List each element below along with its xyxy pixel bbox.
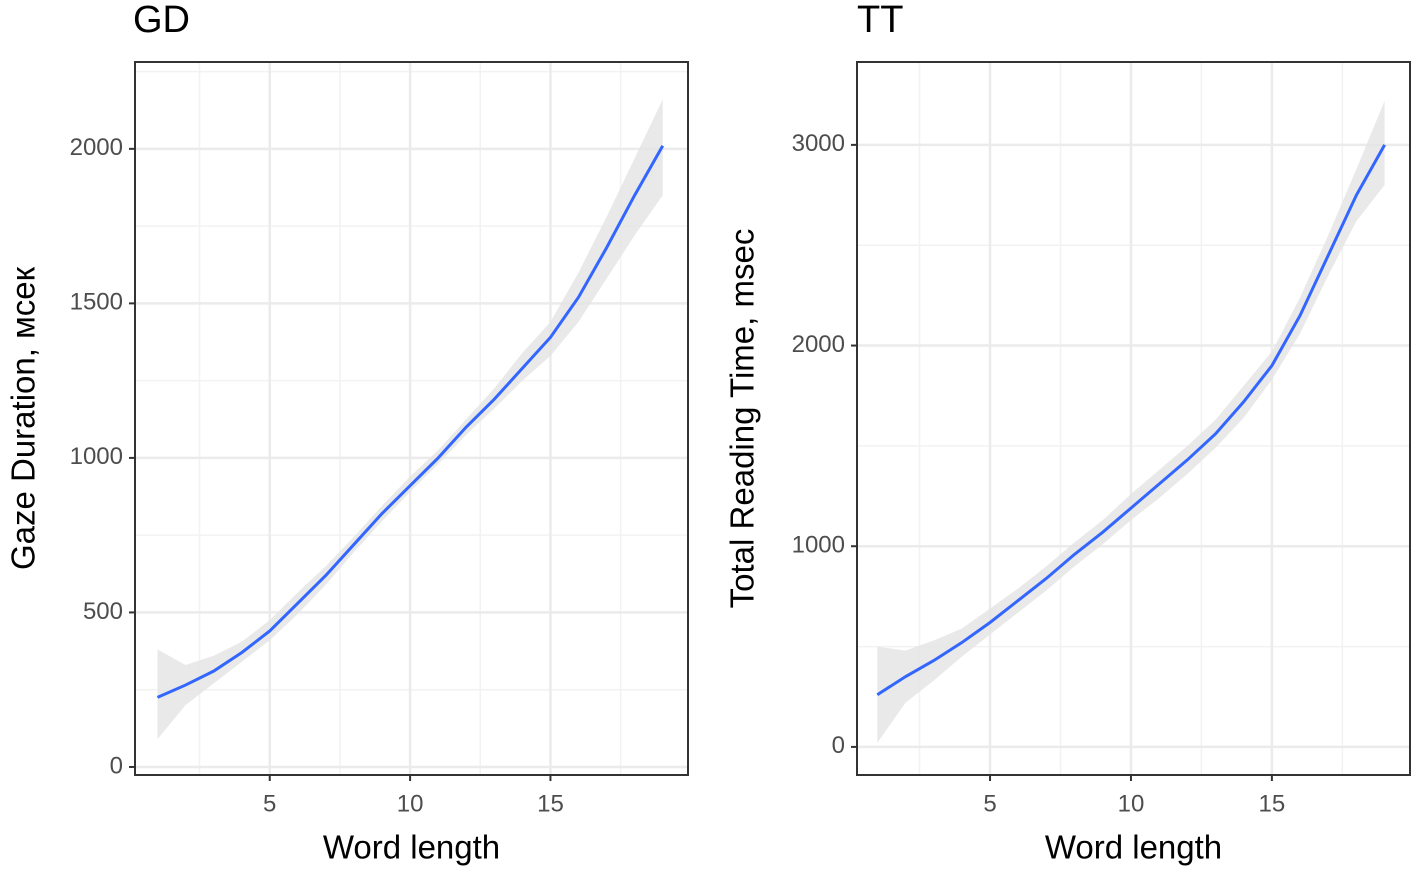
confidence-band <box>877 100 1385 743</box>
x-tick-label: 15 <box>1259 790 1286 817</box>
y-tick-label: 1500 <box>70 289 123 316</box>
y-tick-label: 1000 <box>792 532 845 559</box>
x-tick-label: 5 <box>263 790 276 817</box>
line <box>876 144 1386 696</box>
x-tick-label: 10 <box>397 790 424 817</box>
y-tick-label: 500 <box>83 598 123 625</box>
y-tick-label: 3000 <box>792 130 845 157</box>
y-tick-label: 1000 <box>70 443 123 470</box>
x-tick-label: 5 <box>983 790 996 817</box>
y-axis-label: Gaze Duration, мсек <box>5 266 42 570</box>
y-tick-label: 0 <box>110 752 123 779</box>
panel-title: TT <box>857 0 903 41</box>
y-tick-label: 0 <box>832 732 845 759</box>
x-axis-label: Word length <box>323 829 500 866</box>
y-tick-label: 2000 <box>70 134 123 161</box>
x-axis-label: Word length <box>1045 829 1222 866</box>
panel-title: GD <box>133 0 190 41</box>
plot-border <box>134 61 689 776</box>
y-axis-label: Total Reading Time, msec <box>724 229 761 609</box>
plot-border <box>856 61 1411 776</box>
y-tick-label: 2000 <box>792 331 845 358</box>
x-tick-label: 15 <box>537 790 564 817</box>
line <box>156 145 665 699</box>
x-tick-label: 10 <box>1118 790 1145 817</box>
